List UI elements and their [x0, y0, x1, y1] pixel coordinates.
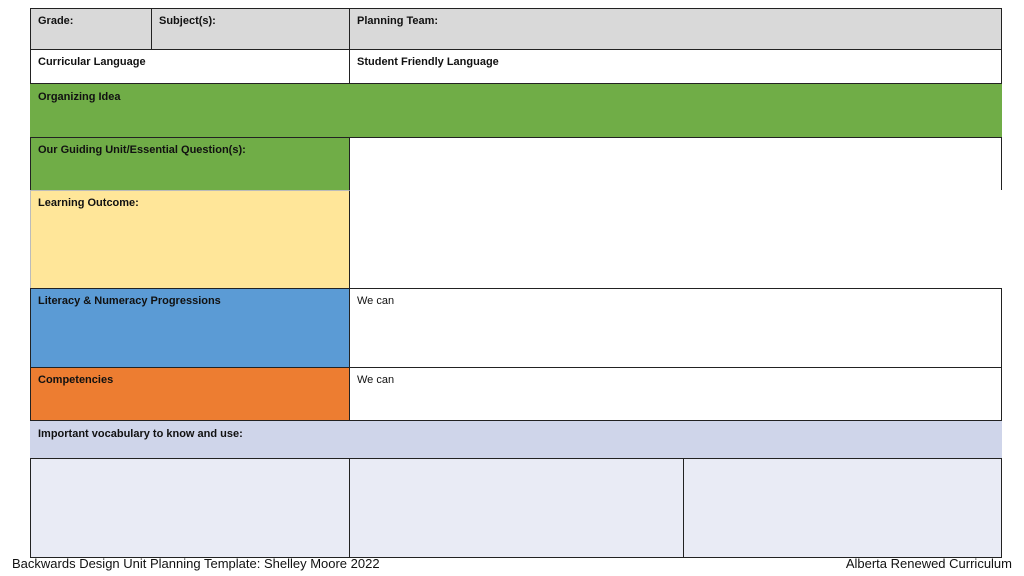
competencies-we-can-text: We can [357, 374, 395, 386]
competencies-label-cell: Competencies [30, 367, 350, 421]
organizing-idea-cell[interactable]: Organizing Idea [30, 84, 1002, 137]
literacy-numeracy-label: Literacy & Numeracy Progressions [38, 295, 221, 307]
learning-outcome-input[interactable] [349, 190, 1002, 289]
guiding-question-input[interactable] [349, 137, 1002, 191]
footer-left-credit: Backwards Design Unit Planning Template:… [12, 556, 380, 571]
vocabulary-box-1[interactable] [30, 458, 350, 558]
literacy-numeracy-input[interactable]: We can [349, 288, 1002, 368]
literacy-we-can-text: We can [357, 295, 395, 307]
curricular-language-label: Curricular Language [38, 56, 146, 68]
planning-team-cell[interactable]: Planning Team: [349, 8, 1002, 50]
vocabulary-box-3[interactable] [683, 458, 1002, 558]
grade-label: Grade: [38, 15, 74, 27]
vocabulary-box-2[interactable] [349, 458, 684, 558]
planning-team-label: Planning Team: [357, 15, 439, 27]
organizing-idea-label: Organizing Idea [38, 91, 121, 103]
vocabulary-label: Important vocabulary to know and use: [38, 428, 243, 440]
competencies-input[interactable]: We can [349, 367, 1002, 421]
student-friendly-language-label: Student Friendly Language [357, 56, 499, 68]
curricular-language-cell[interactable]: Curricular Language [30, 49, 350, 84]
subjects-label: Subject(s): [159, 15, 216, 27]
literacy-numeracy-label-cell: Literacy & Numeracy Progressions [30, 288, 350, 368]
subjects-cell[interactable]: Subject(s): [151, 8, 350, 50]
footer-right-credit: Alberta Renewed Curriculum [845, 556, 1012, 571]
guiding-question-label: Our Guiding Unit/Essential Question(s): [38, 144, 246, 156]
learning-outcome-label: Learning Outcome: [38, 197, 139, 209]
learning-outcome-label-cell: Learning Outcome: [30, 190, 350, 289]
vocabulary-header-cell: Important vocabulary to know and use: [30, 421, 1002, 459]
grade-cell[interactable]: Grade: [30, 8, 152, 50]
guiding-question-label-cell: Our Guiding Unit/Essential Question(s): [30, 137, 350, 191]
competencies-label: Competencies [38, 374, 114, 386]
student-friendly-language-cell[interactable]: Student Friendly Language [349, 49, 1002, 84]
